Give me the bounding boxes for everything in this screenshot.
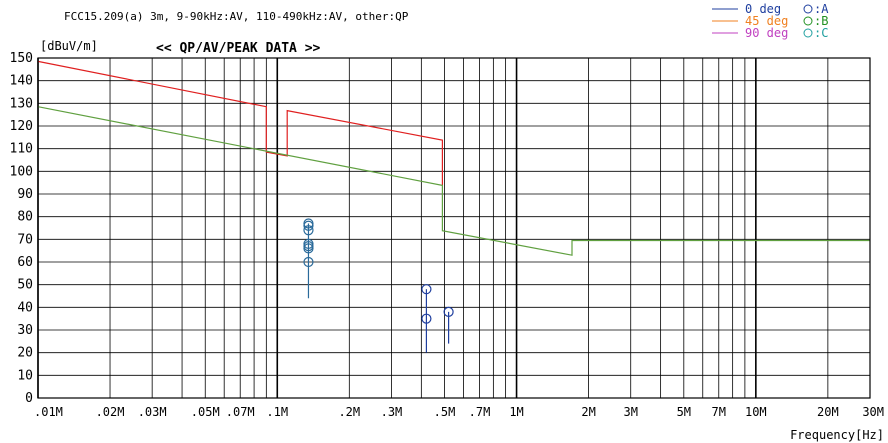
y-tick-label: 0 (25, 391, 33, 406)
plot-frame (37, 57, 871, 399)
marker-point (421, 313, 432, 324)
chart-title: << QP/AV/PEAK DATA >> (156, 41, 321, 56)
legend-line-label: 45 deg (745, 14, 788, 28)
x-tick-label: .3M (381, 405, 403, 419)
measurement-markers (303, 218, 454, 353)
y-tick-label: 40 (17, 300, 33, 315)
marker-point (303, 256, 314, 268)
y-tick-label: 130 (10, 96, 33, 111)
x-tick-label: 5M (677, 405, 691, 419)
y-tick-label: 100 (10, 164, 33, 179)
y-tick-label: 30 (17, 323, 33, 338)
y-tick-label: 90 (17, 187, 33, 202)
marker-point (421, 284, 432, 295)
x-tick-label: .03M (138, 405, 167, 419)
x-tick-label: 20M (817, 405, 839, 419)
x-tick-label: 7M (712, 405, 726, 419)
y-tick-label: 120 (10, 119, 33, 134)
x-tick-label: 10M (745, 405, 767, 419)
x-tick-label: .05M (191, 405, 220, 419)
legend-marker (803, 28, 813, 38)
marker-point (303, 220, 314, 231)
y-tick-label: 110 (10, 142, 33, 157)
x-tick-label: .1M (266, 405, 288, 419)
y-tick-label: 10 (17, 368, 33, 383)
limit-lines (37, 60, 870, 256)
x-tick-labels: .01M .02M .03M .05M .07M .1M .2M .3M .5M .7M 1M 2M 3… (34, 405, 884, 419)
limit-line (37, 60, 443, 186)
grid (37, 57, 871, 399)
y-tick-label: 20 (17, 346, 33, 361)
legend-marker-label: :B (814, 14, 828, 28)
y-tick-label: 50 (17, 278, 33, 293)
marker-point (303, 225, 314, 236)
x-tick-label: .07M (226, 405, 255, 419)
legend-marker (803, 4, 813, 14)
x-axis-label: Frequency[Hz] (790, 428, 884, 442)
x-tick-label: .01M (34, 405, 63, 419)
legend-marker (803, 16, 813, 26)
x-tick-label: .02M (96, 405, 125, 419)
x-tick-label: .2M (338, 405, 360, 419)
y-tick-label: 80 (17, 210, 33, 225)
x-tick-label: .5M (434, 405, 456, 419)
x-tick-label: 1M (509, 405, 523, 419)
y-tick-label: 140 (10, 74, 33, 89)
y-tick-label: 150 (10, 51, 33, 66)
y-tick-labels: 0 10 20 30 40 50 60 70 80 90 100 110 120 130 140 150 (10, 51, 33, 406)
chart-subtitle: FCC15.209(a) 3m, 9-90kHz:AV, 110-490kHz:… (64, 10, 409, 23)
legend-line-label: 0 deg (745, 2, 781, 16)
legend-marker-label: :C (814, 26, 828, 40)
legend-line-label: 90 deg (745, 26, 788, 40)
x-tick-label: 2M (581, 405, 595, 419)
y-axis-label: [dBuV/m] (40, 39, 98, 53)
x-tick-label: 3M (623, 405, 637, 419)
marker-point (443, 306, 454, 317)
x-tick-label: .7M (469, 405, 491, 419)
legend-marker-label: :A (814, 2, 829, 16)
marker-point (303, 243, 314, 254)
y-tick-label: 60 (17, 255, 33, 270)
x-tick-label: 30M (862, 405, 884, 419)
y-tick-label: 70 (17, 232, 33, 247)
limit-line (37, 106, 870, 256)
